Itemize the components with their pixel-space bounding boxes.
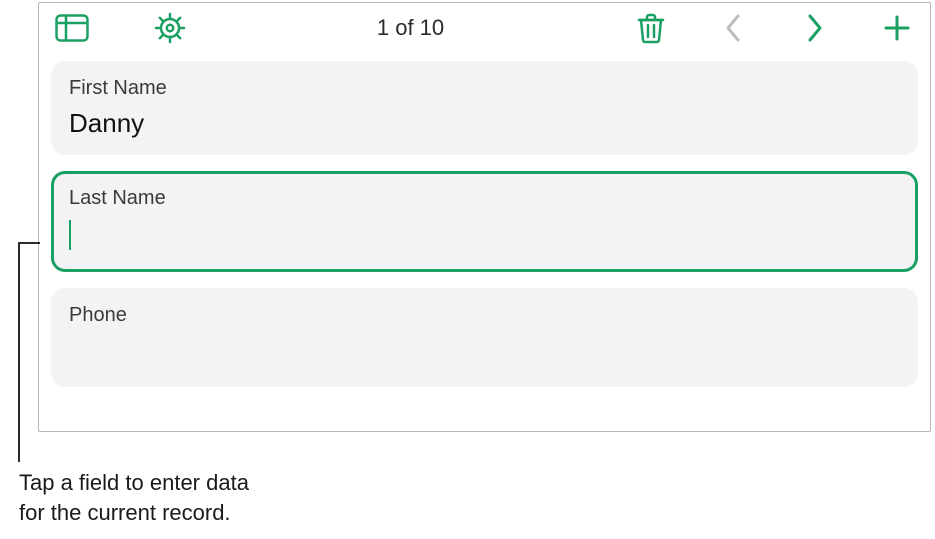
- phone-field[interactable]: Phone: [51, 288, 918, 387]
- form-panel: 1 of 10: [38, 2, 931, 432]
- record-pager-label: 1 of 10: [187, 15, 634, 41]
- callout-line-1: Tap a field to enter data: [19, 470, 249, 495]
- fields-container: First Name Danny Last Name Phone: [39, 53, 930, 399]
- field-label: First Name: [69, 77, 900, 100]
- callout-line-2: for the current record.: [19, 500, 231, 525]
- last-name-field[interactable]: Last Name: [51, 171, 918, 272]
- field-value: [69, 218, 900, 250]
- first-name-field[interactable]: First Name Danny: [51, 61, 918, 155]
- field-value: Danny: [69, 108, 900, 139]
- chevron-right-icon: [806, 13, 824, 43]
- table-view-button[interactable]: [55, 11, 89, 45]
- settings-button[interactable]: [153, 11, 187, 45]
- trash-icon: [637, 12, 665, 44]
- callout-text: Tap a field to enter data for the curren…: [19, 468, 249, 527]
- chevron-left-icon: [724, 13, 742, 43]
- field-label: Last Name: [69, 187, 900, 210]
- toolbar-right: [634, 11, 914, 45]
- add-record-button[interactable]: [880, 11, 914, 45]
- next-record-button[interactable]: [798, 11, 832, 45]
- table-icon: [55, 14, 89, 42]
- plus-icon: [883, 14, 911, 42]
- prev-record-button[interactable]: [716, 11, 750, 45]
- toolbar-left: [55, 11, 187, 45]
- toolbar: 1 of 10: [39, 3, 930, 53]
- text-caret: [69, 220, 71, 250]
- callout-leader-line: [18, 242, 20, 462]
- field-value: [69, 335, 900, 365]
- gear-icon: [154, 12, 186, 44]
- field-label: Phone: [69, 304, 900, 327]
- delete-button[interactable]: [634, 11, 668, 45]
